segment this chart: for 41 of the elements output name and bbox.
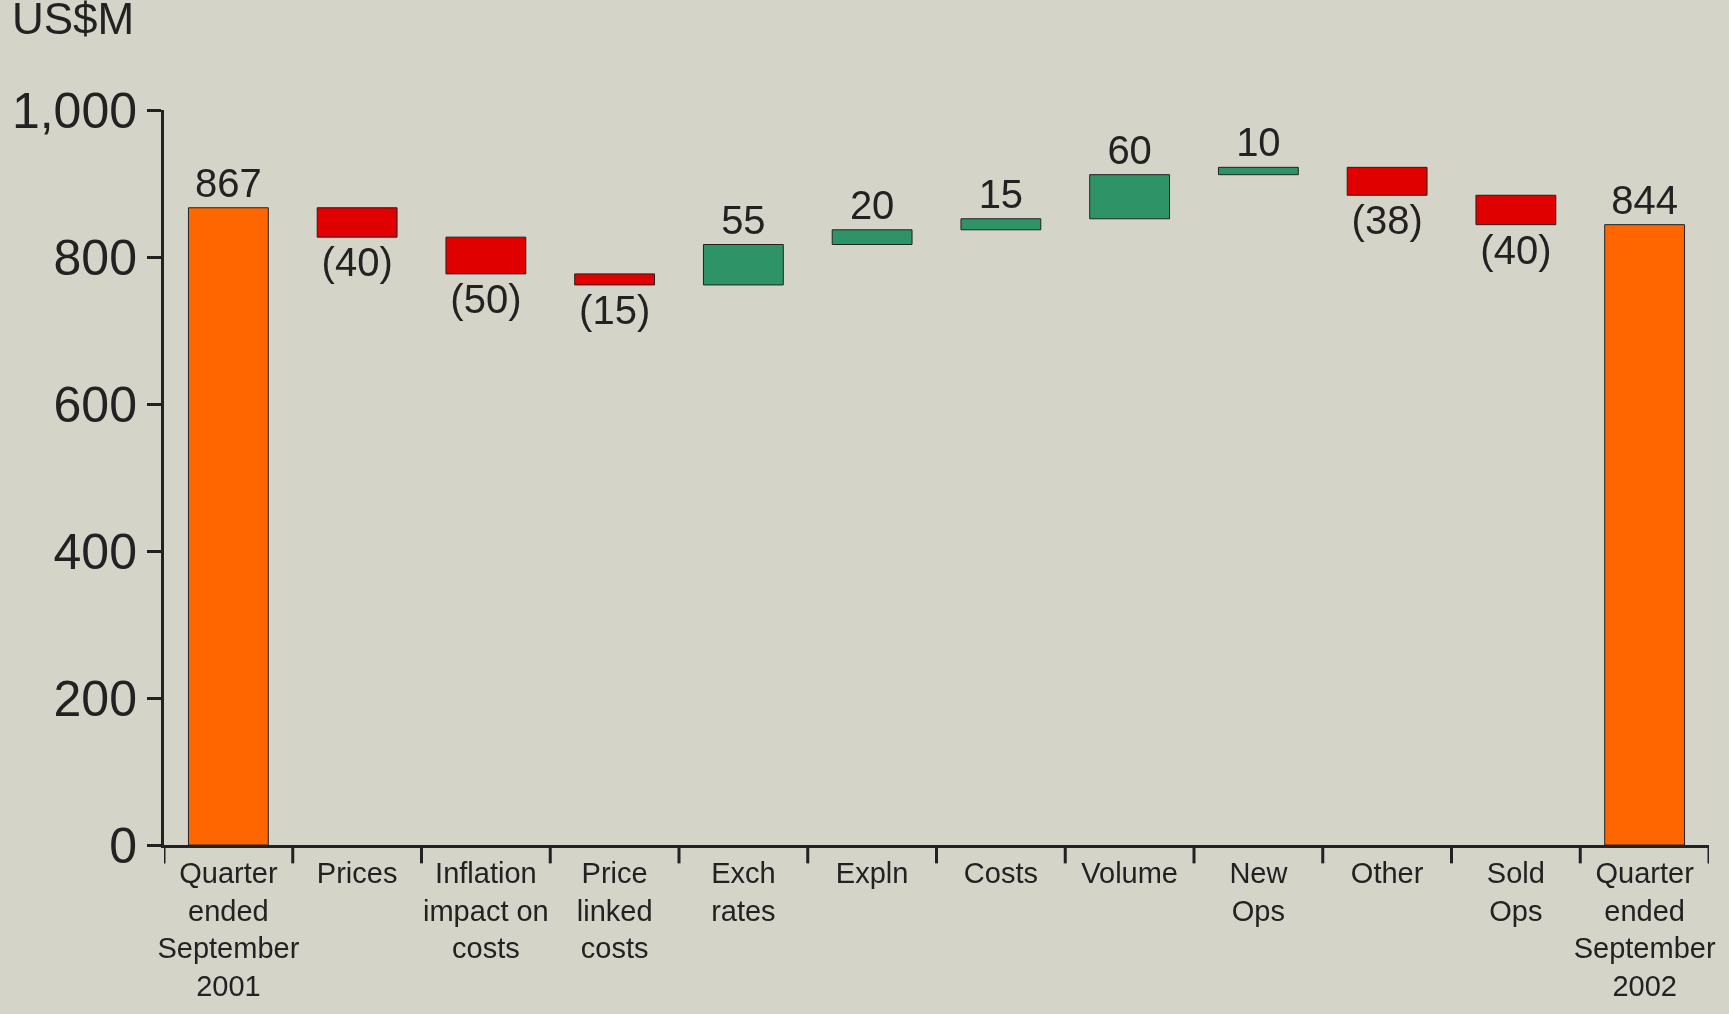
bar xyxy=(316,207,398,238)
data-label: 844 xyxy=(1611,177,1678,222)
data-label: 20 xyxy=(849,182,895,227)
y-axis-title: US$M xyxy=(12,0,135,43)
bar xyxy=(1217,166,1299,176)
bar xyxy=(1089,174,1171,220)
x-tick-label: Other xyxy=(1350,856,1424,889)
x-tick-label: Costs xyxy=(963,856,1038,889)
data-label: 10 xyxy=(1236,120,1281,165)
bar xyxy=(1475,194,1557,226)
data-label: (40) xyxy=(321,240,393,285)
x-tick-label: Quarter ended September 2001 xyxy=(157,856,300,1002)
bar xyxy=(831,229,913,246)
x-tick-label: Inflation impact on costs xyxy=(423,856,549,965)
data-label: (40) xyxy=(1480,227,1552,272)
y-tick-label: 200 xyxy=(53,670,137,727)
bar xyxy=(445,236,527,275)
y-tick-label: 600 xyxy=(53,376,137,433)
data-label: 55 xyxy=(721,197,766,242)
y-tick-label: 1,000 xyxy=(11,82,137,139)
x-tick-label: Expln xyxy=(835,856,909,889)
bar xyxy=(702,244,784,286)
x-tick-label: Prices xyxy=(316,856,398,889)
x-tick-label: Exch rates xyxy=(711,856,776,927)
bar xyxy=(1346,166,1428,196)
x-tick-label: New Ops xyxy=(1229,856,1289,927)
y-tick-label: 0 xyxy=(109,817,137,874)
data-label: (15) xyxy=(579,287,651,332)
x-tick-label: Volume xyxy=(1081,856,1178,889)
bar xyxy=(574,273,656,286)
data-label: 15 xyxy=(978,171,1024,216)
data-label: (38) xyxy=(1351,198,1423,243)
x-tick-label: Sold Ops xyxy=(1486,856,1545,927)
y-tick-label: 400 xyxy=(53,523,137,580)
data-label: 60 xyxy=(1107,127,1152,172)
x-tick-label: Quarter ended September 2002 xyxy=(1573,856,1716,1002)
data-label: 867 xyxy=(195,160,262,205)
y-tick-label: 800 xyxy=(53,229,137,286)
bar xyxy=(960,218,1042,231)
x-tick-label: Price linked costs xyxy=(576,856,653,965)
data-label: (50) xyxy=(450,276,522,321)
